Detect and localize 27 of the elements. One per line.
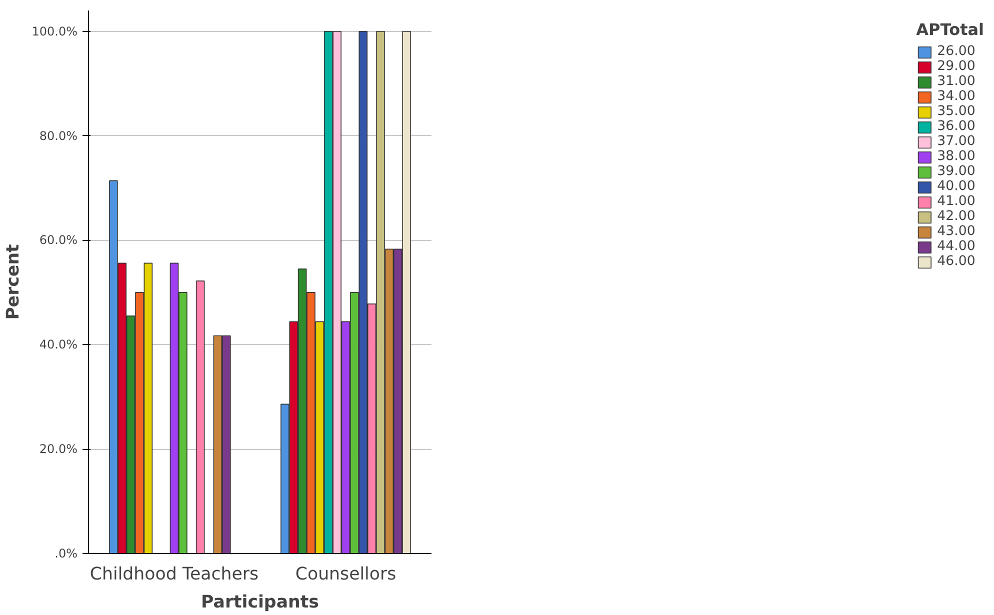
legend-label: 26.00 [937,44,976,59]
legend-label: 44.00 [937,239,976,254]
legend-label: 29.00 [937,59,976,74]
legend-label: 34.00 [937,89,976,104]
legend-label: 39.00 [937,164,976,179]
legend-label: 31.00 [937,74,976,89]
x-axis-title: Participants [201,592,319,612]
legend-label: 40.00 [937,179,976,194]
legend-title: APTotal [916,20,984,39]
x-tick-label: Counsellors [295,564,396,584]
y-tick-label: .0% [54,546,78,560]
legend-label: 43.00 [937,224,976,239]
bar [196,280,205,554]
legend-label: 46.00 [937,254,976,269]
y-tick-label: 100.0% [32,24,78,38]
legend-label: 37.00 [937,134,976,149]
y-tick-label: 20.0% [39,442,78,456]
y-tick-label: 60.0% [39,233,78,248]
y-tick-label: 40.0% [39,338,78,352]
legend-label: 42.00 [937,209,976,224]
legend-label: 41.00 [937,194,976,209]
y-tick-label: 80.0% [39,128,78,143]
legend-label: 38.00 [937,149,976,164]
legend-label: 36.00 [937,119,976,134]
legend-label: 35.00 [937,104,976,119]
y-axis-title: Percent [4,244,24,320]
x-tick-label: Childhood Teachers [90,564,259,584]
